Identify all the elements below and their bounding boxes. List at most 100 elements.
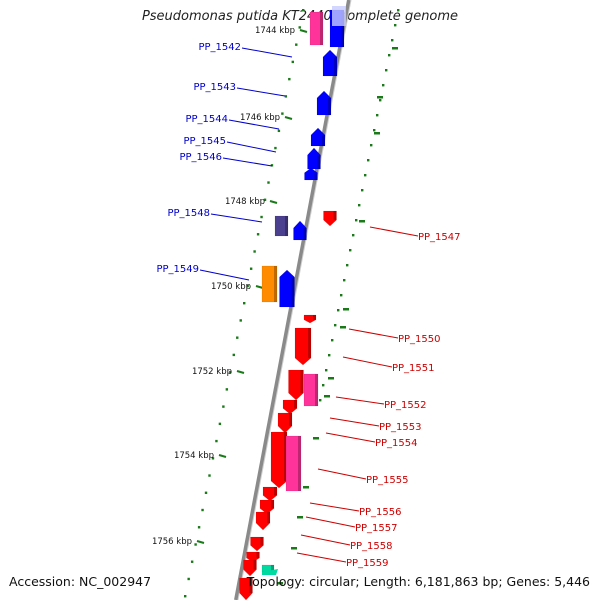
label-pp_1543: PP_1543 [193, 82, 236, 93]
label-pp_1556: PP_1556 [359, 507, 402, 518]
leader-PP_1550 [348, 328, 399, 339]
gene-pp1557a-shade [271, 500, 274, 509]
label-leaders [199, 47, 419, 563]
outer-dash [297, 516, 303, 519]
tick-dot [373, 129, 376, 132]
gene-teal-arrow [262, 569, 278, 575]
leader-PP_1552 [335, 396, 385, 405]
leader-PP_1548 [210, 213, 263, 223]
tick-dot [382, 84, 385, 87]
major-tick [284, 116, 293, 120]
leader-PP_1556 [309, 502, 360, 512]
label-pp_1551: PP_1551 [392, 363, 435, 374]
tick-dot [319, 399, 322, 402]
label-pp_1544: PP_1544 [185, 114, 228, 125]
outer-dash [291, 547, 297, 550]
outer-dash [277, 582, 283, 585]
tick-dot [343, 279, 346, 282]
tick-dot [284, 95, 288, 98]
tick-dot [346, 264, 349, 267]
gene-pp1552 [288, 369, 304, 401]
scale-label-3: 1750 kbp [211, 282, 251, 292]
tick-dot [349, 249, 352, 252]
tick-dot [222, 405, 225, 408]
tick-dot [197, 526, 201, 529]
labels: PP_1542 PP_1543 PP_1544 PP_1545 PP_1546 PP_15… [156, 42, 460, 569]
leader-PP_1554 [325, 432, 376, 443]
gene-pp1549-orange-shade [274, 266, 277, 302]
gene-pp1549 [279, 269, 295, 308]
tick-dot [274, 146, 277, 150]
gene-pp1552-pink [303, 373, 319, 407]
leader-PP_1551 [342, 356, 393, 368]
tick-dot [270, 164, 274, 167]
tick-dot [253, 250, 256, 253]
tick-dot [243, 302, 246, 305]
tick-dot [340, 294, 343, 297]
gene-pp1549-orange [261, 265, 278, 303]
tick-dot [397, 9, 400, 12]
label-pp_1557: PP_1557 [355, 523, 398, 534]
gene-pp1559a-shade [256, 552, 260, 558]
scale-label-6: 1756 kbp [152, 537, 192, 547]
label-pp_1553: PP_1553 [379, 422, 422, 433]
gene-pp1542 [322, 49, 338, 77]
tick-dot [267, 181, 270, 184]
scale-label-0: 1744 kbp [255, 26, 295, 36]
outer-dash [392, 47, 398, 50]
label-pp_1552: PP_1552 [384, 400, 427, 411]
tick-dot [385, 69, 388, 72]
gene-bottom-red-shade [249, 578, 253, 593]
outer-dash [324, 395, 330, 398]
tick-dot [281, 112, 284, 115]
tick-dot [367, 159, 370, 162]
label-pp_1558: PP_1558 [350, 541, 393, 552]
outer-dash [343, 308, 349, 311]
scale-label-2: 1748 kbp [225, 197, 265, 207]
label-pp_1548: PP_1548 [167, 208, 210, 219]
outer-dash [377, 96, 383, 99]
tick-dot [291, 60, 294, 64]
leader-PP_1544 [228, 119, 280, 130]
tick-dot [337, 309, 340, 312]
tick-dot [263, 198, 267, 201]
gene-pp1543 [316, 90, 332, 116]
major-tick [236, 370, 245, 374]
leader-PP_1555 [317, 468, 367, 480]
gene-pp1548-purple-shade [285, 216, 288, 236]
gene-pp1555-pink-shade [298, 436, 301, 491]
gene-pp1551 [294, 327, 312, 366]
label-pp_1547: PP_1547 [418, 232, 461, 243]
gene-pp1545 [307, 147, 321, 170]
gene-pink-top [309, 11, 324, 46]
leader-PP_1543 [236, 87, 286, 97]
major-tick [196, 540, 205, 544]
accession-text: Accession: NC_002947 [9, 574, 152, 589]
gene-top-highlight [332, 6, 346, 26]
major-tick [269, 200, 278, 204]
label-pp_1555: PP_1555 [366, 475, 409, 486]
major-tick [255, 285, 264, 289]
tick-dot [355, 219, 358, 222]
gene-pp1557 [255, 511, 271, 531]
gene-teal-shade [271, 565, 274, 572]
leader-PP_1545 [226, 141, 277, 153]
gene-pp1555 [270, 431, 288, 489]
gene-pp1556-shade [274, 487, 277, 496]
gene-pp1554-shade [289, 413, 292, 426]
gene-pp1550a [303, 314, 317, 324]
gene-pp1556 [262, 486, 278, 502]
tick-dot [190, 560, 194, 563]
tick-dot [364, 174, 367, 177]
gene-pp1546-shade [314, 172, 318, 180]
tick-dot [328, 354, 331, 357]
label-pp_1549: PP_1549 [156, 264, 199, 275]
label-pp_1545: PP_1545 [183, 136, 226, 147]
tick-dot [239, 319, 242, 322]
scale-label-4: 1752 kbp [192, 367, 232, 377]
tick-dot [236, 336, 239, 339]
leader-PP_1547 [369, 226, 419, 237]
leader-PP_1558 [300, 534, 351, 546]
tick-dot [358, 204, 361, 207]
tick-dot [394, 24, 397, 27]
